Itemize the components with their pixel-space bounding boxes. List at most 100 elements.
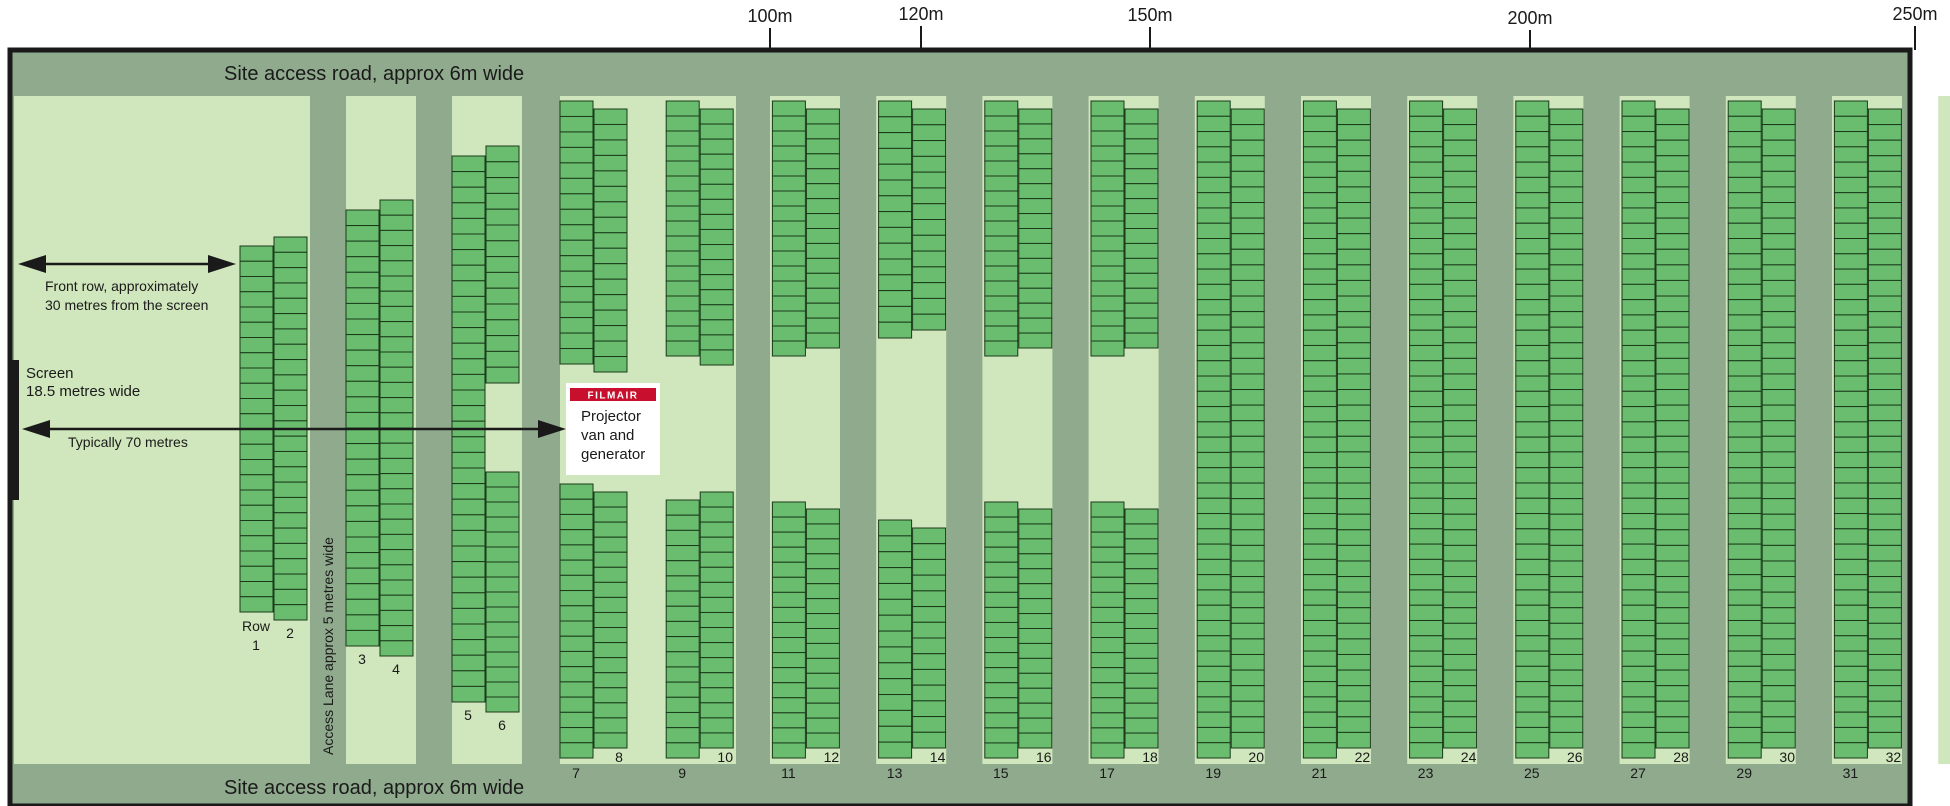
car-space-row-29 bbox=[1727, 543, 1762, 560]
car-space-row-3 bbox=[345, 520, 380, 538]
car-space-row-13 bbox=[878, 163, 913, 181]
car-space-row-23 bbox=[1409, 574, 1444, 591]
car-space-row-24 bbox=[1443, 482, 1478, 500]
car-space-row-13 bbox=[878, 290, 913, 307]
car-space-row-11 bbox=[771, 115, 806, 132]
car-space-row-20 bbox=[1230, 357, 1265, 375]
car-space-row-17 bbox=[1090, 561, 1125, 578]
car-space-row-2 bbox=[273, 588, 308, 606]
car-space-row-23 bbox=[1409, 436, 1444, 453]
car-space-row-3 bbox=[345, 411, 380, 429]
car-space-row-3 bbox=[345, 334, 380, 351]
car-space-row-10 bbox=[699, 153, 734, 170]
car-space-row-10 bbox=[699, 304, 734, 321]
car-space-row-15 bbox=[984, 190, 1019, 207]
car-space-row-3 bbox=[345, 256, 380, 273]
car-space-row-21 bbox=[1302, 421, 1337, 438]
car-space-row-24 bbox=[1443, 217, 1478, 235]
car-space-row-13 bbox=[878, 614, 913, 632]
car-space-row-28 bbox=[1655, 342, 1690, 359]
car-space-row-22 bbox=[1336, 279, 1371, 297]
car-space-row-2 bbox=[273, 251, 308, 269]
car-space-row-31 bbox=[1833, 100, 1868, 117]
car-space-row-17 bbox=[1090, 697, 1125, 714]
car-space-row-20 bbox=[1230, 279, 1265, 297]
row-word-label: Row bbox=[242, 618, 271, 634]
car-space-row-24 bbox=[1443, 124, 1478, 141]
car-space-row-20 bbox=[1230, 607, 1265, 624]
car-space-row-28 bbox=[1655, 435, 1690, 453]
car-space-row-16 bbox=[1018, 257, 1053, 274]
car-space-row-32 bbox=[1867, 217, 1902, 235]
car-space-row-30 bbox=[1761, 124, 1796, 141]
car-space-row-4 bbox=[379, 442, 414, 459]
car-space-row-30 bbox=[1761, 139, 1796, 157]
car-space-row-19 bbox=[1196, 451, 1231, 469]
car-space-row-12 bbox=[805, 317, 840, 334]
car-space-row-31 bbox=[1833, 558, 1868, 576]
car-space-row-28 bbox=[1655, 155, 1690, 172]
car-space-row-23 bbox=[1409, 619, 1444, 637]
car-space-row-3 bbox=[345, 489, 380, 507]
car-space-row-32 bbox=[1867, 685, 1902, 702]
car-space-row-21 bbox=[1302, 497, 1337, 515]
car-space-row-9 bbox=[665, 175, 700, 192]
car-space-row-19 bbox=[1196, 161, 1231, 178]
car-space-row-5 bbox=[451, 670, 486, 687]
car-space-row-9 bbox=[665, 190, 700, 207]
car-space-row-12 bbox=[805, 123, 840, 140]
car-space-row-8 bbox=[593, 566, 628, 583]
row-number-label: 17 bbox=[1099, 765, 1115, 781]
car-space-row-16 bbox=[1018, 242, 1053, 259]
car-space-row-1 bbox=[239, 321, 274, 338]
car-space-row-14 bbox=[912, 716, 947, 733]
car-space-row-18 bbox=[1124, 138, 1159, 155]
car-space-row-18 bbox=[1124, 198, 1159, 215]
car-space-row-5 bbox=[451, 483, 486, 500]
car-space-row-21 bbox=[1302, 543, 1337, 560]
car-space-row-19 bbox=[1196, 726, 1231, 744]
car-space-row-28 bbox=[1655, 373, 1690, 391]
car-space-row-27 bbox=[1621, 482, 1656, 499]
car-space-row-30 bbox=[1761, 311, 1796, 328]
car-space-row-31 bbox=[1833, 329, 1868, 346]
car-space-row-11 bbox=[771, 220, 806, 237]
car-space-row-6 bbox=[485, 335, 520, 352]
car-space-row-28 bbox=[1655, 513, 1690, 531]
car-space-row-29 bbox=[1727, 497, 1762, 515]
car-space-row-32 bbox=[1867, 264, 1902, 281]
car-space-row-16 bbox=[1018, 538, 1053, 555]
car-space-row-9 bbox=[665, 295, 700, 312]
car-space-row-17 bbox=[1090, 501, 1125, 518]
car-space-row-31 bbox=[1833, 314, 1868, 331]
car-space-row-24 bbox=[1443, 202, 1478, 219]
car-space-row-25 bbox=[1515, 528, 1550, 545]
car-space-row-20 bbox=[1230, 389, 1265, 406]
car-space-row-7 bbox=[559, 193, 594, 210]
car-space-row-1 bbox=[239, 474, 274, 491]
car-space-row-28 bbox=[1655, 700, 1690, 718]
car-space-row-18 bbox=[1124, 508, 1159, 525]
car-space-row-23 bbox=[1409, 589, 1444, 606]
car-space-row-20 bbox=[1230, 482, 1265, 500]
car-space-row-20 bbox=[1230, 264, 1265, 281]
car-space-row-16 bbox=[1018, 198, 1053, 215]
car-space-row-19 bbox=[1196, 604, 1231, 621]
car-space-row-28 bbox=[1655, 731, 1690, 749]
car-space-row-7 bbox=[559, 483, 594, 500]
car-space-row-16 bbox=[1018, 213, 1053, 229]
car-space-row-10 bbox=[699, 732, 734, 749]
car-space-row-15 bbox=[984, 130, 1019, 147]
car-space-row-15 bbox=[984, 697, 1019, 714]
car-space-row-16 bbox=[1018, 183, 1053, 200]
car-space-row-31 bbox=[1833, 436, 1868, 453]
car-space-row-11 bbox=[771, 325, 806, 342]
car-space-row-32 bbox=[1867, 716, 1902, 733]
car-space-row-31 bbox=[1833, 726, 1868, 744]
car-space-row-32 bbox=[1867, 435, 1902, 453]
car-space-row-29 bbox=[1727, 619, 1762, 637]
car-space-row-20 bbox=[1230, 248, 1265, 266]
car-space-row-2 bbox=[273, 481, 308, 498]
car-space-row-24 bbox=[1443, 295, 1478, 313]
car-space-row-22 bbox=[1336, 295, 1371, 313]
